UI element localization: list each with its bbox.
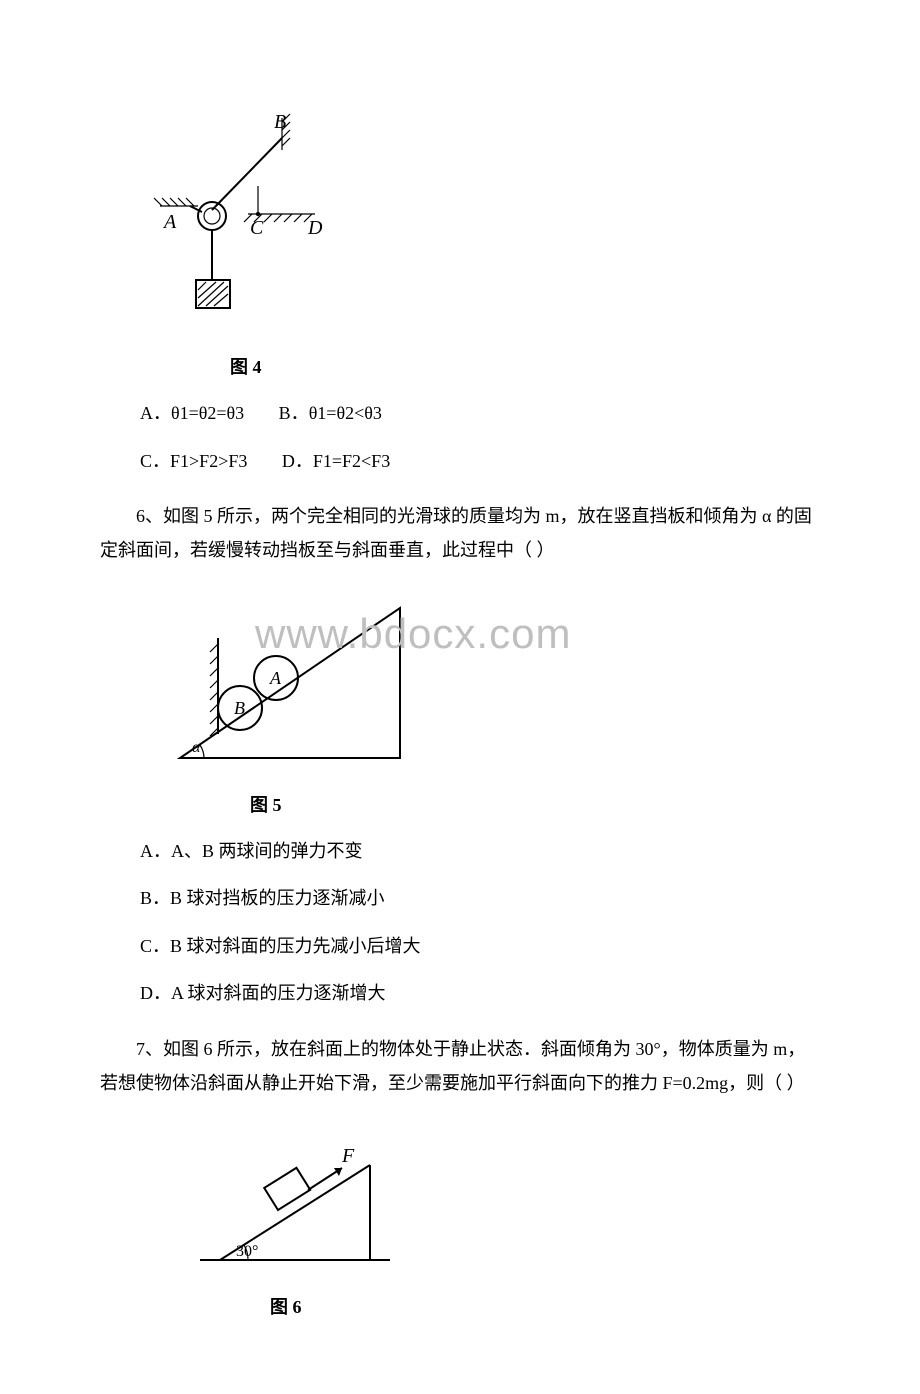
fig6-label-F: F	[341, 1145, 355, 1167]
figure-5-svg: A B α	[160, 578, 420, 778]
q6-text: 6、如图 5 所示，两个完全相同的光滑球的质量均为 m，放在竖直挡板和倾角为 α…	[100, 499, 820, 567]
fig4-label-D: D	[307, 217, 323, 239]
q5-option-A: A．θ1=θ2=θ3	[140, 394, 244, 434]
figure-5-caption: 图 5	[250, 791, 820, 817]
fig6-label-angle: 30°	[236, 1243, 258, 1260]
q6-option-C: C．B 球对斜面的压力先减小后增大	[140, 927, 820, 967]
q6-option-B: B．B 球对挡板的压力逐渐减小	[140, 879, 820, 919]
figure-6-block: F 30° 图 6	[190, 1110, 820, 1319]
fig5-label-B: B	[234, 698, 245, 718]
fig4-label-A: A	[162, 211, 177, 233]
figure-4-caption: 图 4	[230, 353, 820, 379]
figure-4-svg: B A C D	[140, 110, 340, 340]
q5-option-D: D．F1=F2<F3	[282, 442, 390, 482]
fig5-label-A: A	[269, 668, 282, 688]
fig4-label-C: C	[250, 217, 264, 239]
q5-option-C: C．F1>F2>F3	[140, 442, 247, 482]
figure-6-caption: 图 6	[270, 1293, 820, 1319]
q7-text: 7、如图 6 所示，放在斜面上的物体处于静止状态．斜面倾角为 30°，物体质量为…	[100, 1032, 820, 1100]
q6-option-A: A．A、B 两球间的弹力不变	[140, 832, 820, 872]
fig5-label-alpha: α	[192, 739, 201, 756]
fig4-label-B: B	[274, 111, 286, 133]
figure-4-block: B A C D 图 4	[140, 110, 820, 379]
figure-6-svg: F 30°	[190, 1110, 410, 1280]
q5-options-row-2: C．F1>F2>F3 D．F1=F2<F3	[140, 442, 820, 482]
q6-option-D: D．A 球对斜面的压力逐渐增大	[140, 974, 820, 1014]
q5-option-B: B．θ1=θ2<θ3	[279, 394, 382, 434]
q5-options-row-1: A．θ1=θ2=θ3 B．θ1=θ2<θ3	[140, 394, 820, 434]
figure-5-block: A B α 图 5	[160, 578, 820, 817]
